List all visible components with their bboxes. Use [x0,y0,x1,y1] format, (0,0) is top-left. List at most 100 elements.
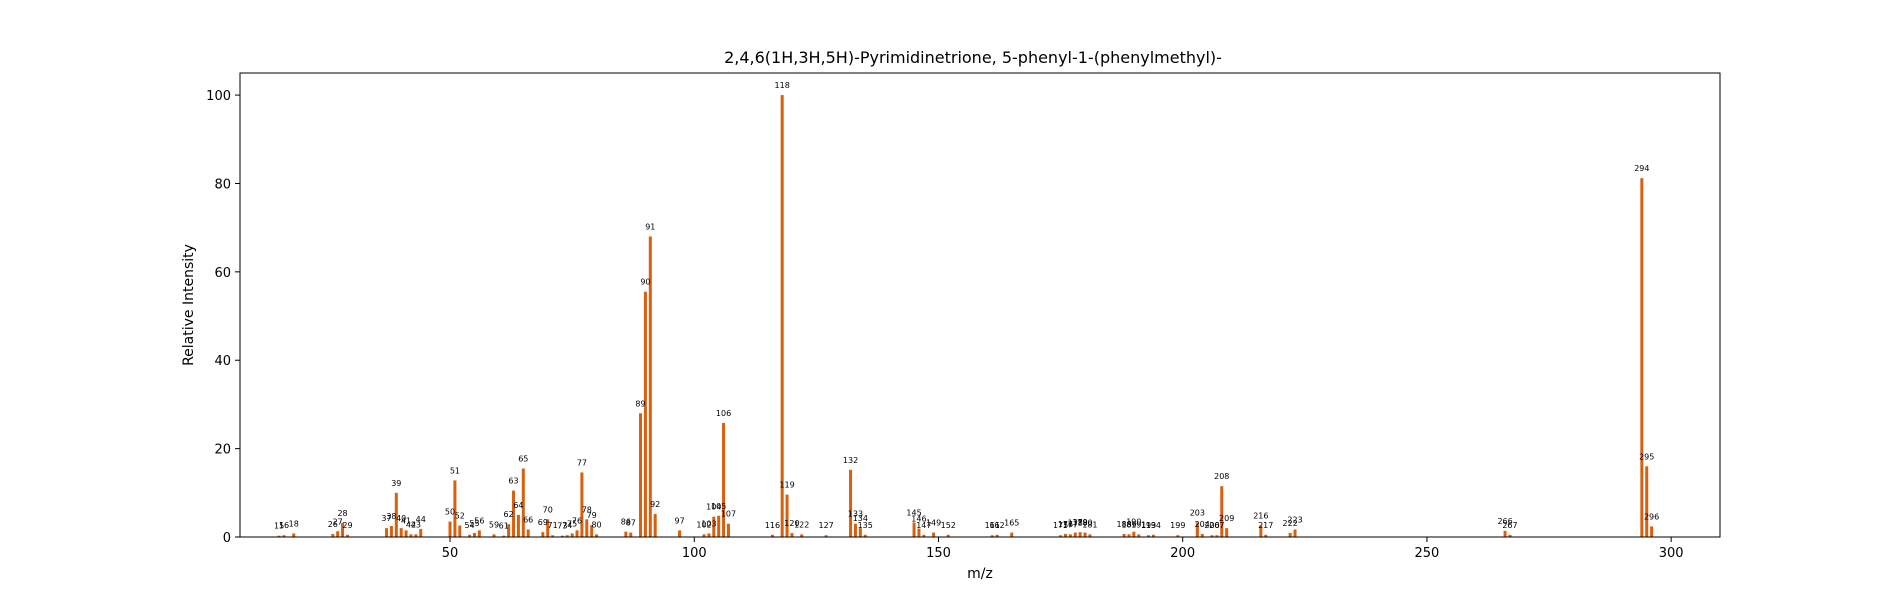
peak-label-104: 104 [706,503,721,512]
peak-bar-28 [341,522,345,537]
peak-bar-217 [1264,534,1268,537]
peak-bar-90 [643,291,647,537]
peak-label-149: 149 [926,519,941,528]
peak-label-39: 39 [391,479,401,488]
y-axis-label: Relative Intensity [181,244,197,366]
peak-bar-181 [1088,534,1092,537]
peak-label-175: 175 [1053,521,1068,530]
peak-bar-26 [331,533,335,537]
peak-label-86: 86 [621,518,631,527]
peak-bar-133 [853,523,857,537]
peak-bar-194 [1151,534,1155,537]
peak-label-18: 18 [289,519,299,528]
peak-label-70: 70 [543,505,553,514]
peak-bar-64 [516,514,520,537]
peak-label-50: 50 [445,508,455,517]
peak-bar-63 [512,490,516,537]
peak-bar-180 [1083,532,1087,537]
peak-bar-119 [785,494,789,537]
peak-bar-87 [629,532,633,537]
peak-label-180: 180 [1077,519,1092,528]
peak-label-41: 41 [401,516,411,525]
peak-label-132: 132 [843,456,858,465]
peak-bar-152 [946,534,950,537]
peak-label-16: 16 [279,521,289,530]
peak-bar-188 [1122,533,1126,537]
peak-bar-92 [653,514,657,537]
peak-bar-135 [863,534,867,537]
peak-bar-193 [1147,535,1151,537]
peak-bar-97 [678,530,682,537]
peak-bar-40 [399,528,403,537]
peak-label-59: 59 [489,520,499,529]
peak-bar-61 [502,535,506,537]
peak-label-120: 120 [784,519,799,528]
peak-bar-79 [590,525,594,537]
peak-label-78: 78 [582,505,592,514]
peak-label-76: 76 [572,516,582,525]
peak-bar-54 [468,534,472,537]
peak-bar-56 [477,530,481,537]
peak-label-51: 51 [450,466,460,475]
peak-label-26: 26 [328,520,338,529]
x-tick-label: 200 [1170,546,1195,561]
peak-bar-175 [1059,535,1063,537]
peak-bar-294 [1640,178,1644,538]
peak-bar-107 [726,523,730,537]
peak-label-119: 119 [779,481,794,490]
peak-label-145: 145 [906,508,921,517]
peak-label-103: 103 [701,519,716,528]
peak-bar-91 [648,236,652,537]
peak-label-207: 207 [1209,521,1224,530]
peak-bar-127 [824,535,828,537]
peak-label-52: 52 [455,512,465,521]
peak-label-209: 209 [1219,514,1234,523]
peak-label-28: 28 [337,509,347,518]
peak-bar-134 [858,528,862,537]
plot-frame [239,72,1721,538]
peak-bar-177 [1068,534,1072,537]
peak-label-267: 267 [1502,521,1517,530]
peak-label-188: 188 [1116,520,1131,529]
peak-bar-147 [922,534,926,537]
peak-label-15: 15 [274,522,284,531]
peak-bar-206 [1210,535,1214,537]
peak-label-106: 106 [716,409,731,418]
peak-label-74: 74 [562,521,572,530]
peak-bar-161 [990,535,994,537]
peak-bar-71 [551,535,555,537]
peak-label-223: 223 [1287,515,1302,524]
peak-label-37: 37 [381,514,391,523]
peak-bar-69 [541,532,545,537]
peak-label-296: 296 [1644,512,1659,521]
peak-label-27: 27 [333,517,343,526]
peak-bar-76 [575,530,579,537]
peak-label-152: 152 [941,521,956,530]
peak-label-79: 79 [587,511,597,520]
peak-label-204: 204 [1195,520,1210,529]
peak-label-102: 102 [696,520,711,529]
peak-label-107: 107 [721,510,736,519]
peak-label-75: 75 [567,519,577,528]
bars-layer [277,95,1654,538]
peak-label-133: 133 [848,510,863,519]
x-tick-label: 50 [442,546,459,561]
peak-bar-191 [1137,534,1141,537]
peak-bar-146 [917,528,921,537]
peak-bar-42 [409,534,413,537]
y-tick-label: 60 [214,266,231,281]
peak-bar-18 [292,533,296,537]
peak-bar-207 [1215,535,1219,537]
peak-label-54: 54 [464,521,474,530]
peak-label-89: 89 [635,399,645,408]
peak-bar-223 [1293,529,1297,537]
peak-label-134: 134 [853,514,868,523]
peak-label-62: 62 [504,510,514,519]
peak-label-176: 176 [1058,520,1073,529]
y-tick-label: 0 [223,531,231,546]
peak-label-71: 71 [548,521,558,530]
peak-bar-178 [1073,532,1077,537]
peak-label-161: 161 [985,521,1000,530]
